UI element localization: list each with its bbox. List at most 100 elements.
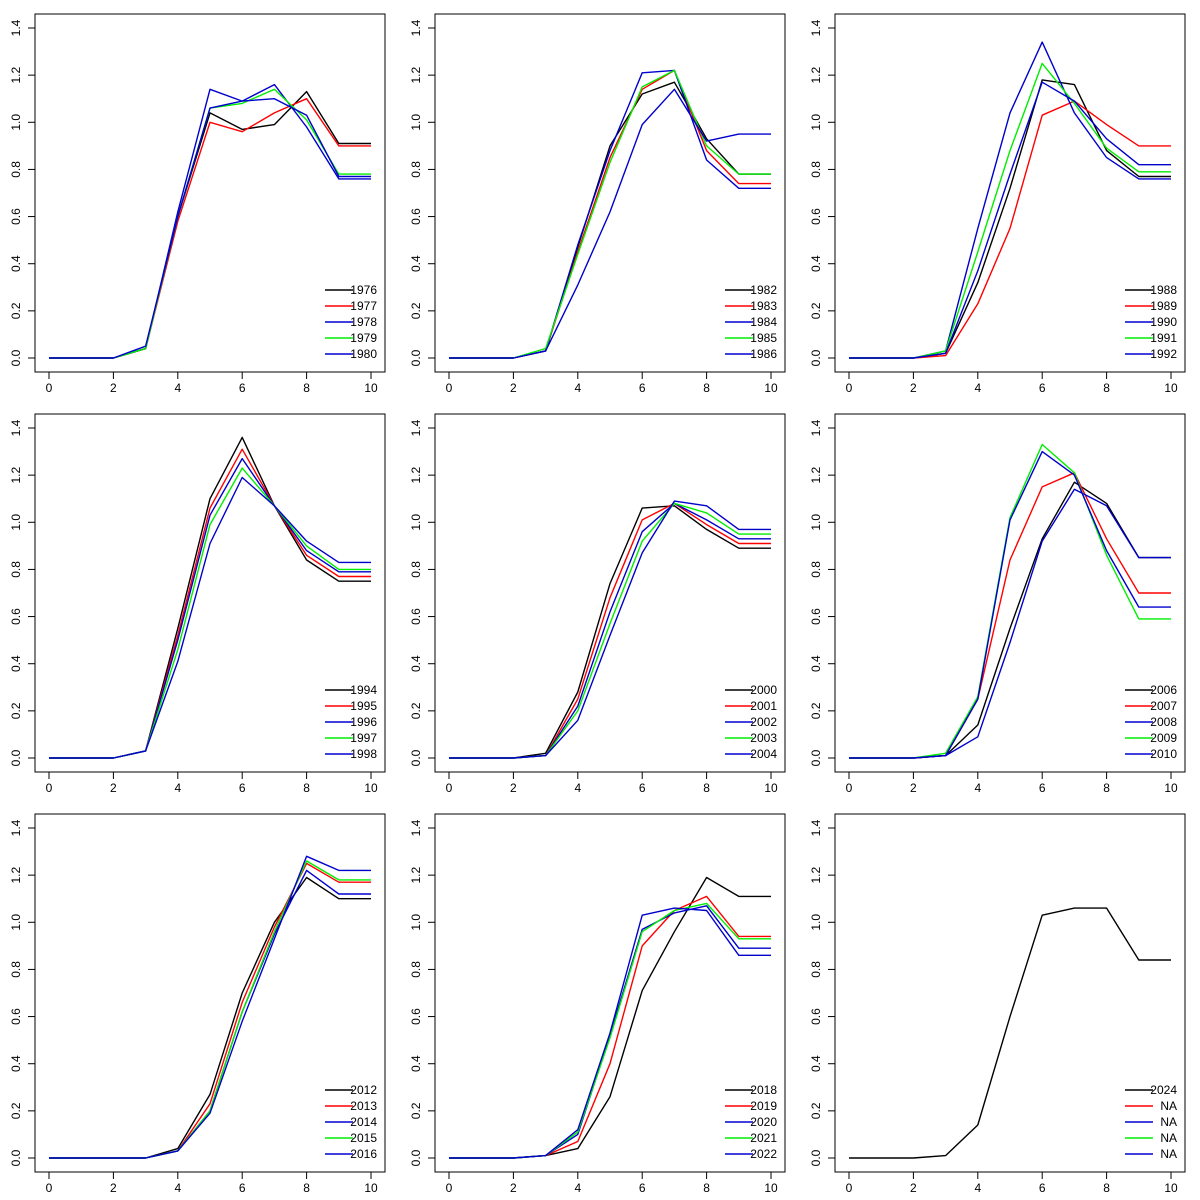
x-tick-label: 6 xyxy=(639,381,646,395)
x-tick-label: 10 xyxy=(364,381,378,395)
y-tick-label: 1.4 xyxy=(9,819,23,836)
x-tick-label: 0 xyxy=(446,381,453,395)
legend-label: 1980 xyxy=(350,347,377,361)
series-line-2 xyxy=(449,502,771,759)
y-tick-label: 1.2 xyxy=(409,466,423,483)
series-line-3 xyxy=(449,502,771,759)
legend-label: 2008 xyxy=(1150,715,1177,729)
chart-panel-3: 0 2 4 6 8 100.00.20.40.60.81.01.21.4198819891… xyxy=(809,13,1186,395)
x-tick-label: 2 xyxy=(910,781,917,795)
x-tick-label: 10 xyxy=(1164,1181,1178,1195)
chart-panel-5: 0 2 4 6 8 100.00.20.40.60.81.01.21.4200020012… xyxy=(409,413,786,795)
y-tick-label: 1.0 xyxy=(809,914,823,931)
series-line-1 xyxy=(849,79,1171,359)
y-tick-label: 1.4 xyxy=(9,419,23,436)
plot-frame xyxy=(834,13,1186,373)
x-tick-label: 6 xyxy=(239,1181,246,1195)
legend-label: 2002 xyxy=(750,715,777,729)
y-tick-label: 0.4 xyxy=(9,255,23,272)
y-tick-label: 1.0 xyxy=(9,114,23,131)
x-tick-label: 6 xyxy=(639,1181,646,1195)
plot-frame xyxy=(434,813,786,1173)
series-line-2 xyxy=(49,448,371,759)
legend-label: 2021 xyxy=(750,1131,777,1145)
series-line-4 xyxy=(49,467,371,759)
x-tick-label: 4 xyxy=(574,1181,581,1195)
y-tick-label: 0.0 xyxy=(409,749,423,766)
y-tick-label: 0.6 xyxy=(809,208,823,225)
legend: 1982 1983 1984 1985 1986 xyxy=(725,283,777,361)
legend-label: 1976 xyxy=(350,283,377,297)
y-tick-label: 1.0 xyxy=(9,514,23,531)
x-tick-label: 8 xyxy=(303,381,310,395)
legend-label: 1984 xyxy=(750,315,777,329)
chart-panel-7: 0 2 4 6 8 100.00.20.40.60.81.01.21.4201220132… xyxy=(9,813,386,1195)
legend: 1988 1989 1990 1991 1992 xyxy=(1125,283,1177,361)
y-tick-label: 0.4 xyxy=(809,255,823,272)
legend: 2012 2013 2014 2015 2016 xyxy=(325,1083,377,1161)
legend-label: 1977 xyxy=(350,299,377,313)
y-tick-label: 0.8 xyxy=(409,561,423,578)
x-tick-label: 2 xyxy=(510,1181,517,1195)
chart-panel-9: 0 2 4 6 8 10 0.0 0.2 0.4 0.6 0.8 1.0 1.2 1.4 2024 NA NA N… xyxy=(809,813,1186,1195)
legend-label: 2019 xyxy=(750,1099,777,1113)
y-tick-label: 1.2 xyxy=(9,466,23,483)
series-line-5 xyxy=(49,855,371,1159)
series-line-5 xyxy=(849,450,1171,759)
x-tick-label: 4 xyxy=(574,781,581,795)
plot-frame xyxy=(434,13,786,373)
x-tick-label: 10 xyxy=(364,1181,378,1195)
y-tick-label: 0.4 xyxy=(409,655,423,672)
series-line-5 xyxy=(49,97,371,359)
x-tick-label: 8 xyxy=(1103,381,1110,395)
y-tick-label: 0.6 xyxy=(409,208,423,225)
x-tick-label: 6 xyxy=(239,381,246,395)
y-tick-label: 1.2 xyxy=(809,466,823,483)
y-tick-label: 0.0 xyxy=(9,349,23,366)
legend-label: NA xyxy=(1160,1115,1177,1129)
legend-label: 2010 xyxy=(1150,747,1177,761)
series-line-3 xyxy=(49,869,371,1159)
y-tick-label: 0.2 xyxy=(9,702,23,719)
x-tick-label: 0 xyxy=(446,1181,453,1195)
legend-label: 1996 xyxy=(350,715,377,729)
y-tick-label: 0.4 xyxy=(9,1055,23,1072)
x-tick-label: 2 xyxy=(910,381,917,395)
plot-frame xyxy=(34,813,386,1173)
y-tick-label: 0.6 xyxy=(809,608,823,625)
y-tick-label: 0.8 xyxy=(809,161,823,178)
x-tick-label: 8 xyxy=(703,1181,710,1195)
legend-label: 2007 xyxy=(1150,699,1177,713)
series-line-1 xyxy=(849,907,1171,1159)
y-tick-label: 1.4 xyxy=(9,19,23,36)
series-line-1 xyxy=(49,90,371,359)
series-line-5 xyxy=(849,81,1171,359)
y-tick-label: 1.2 xyxy=(809,66,823,83)
series-line-5 xyxy=(449,88,771,359)
legend-label: 2000 xyxy=(750,683,777,697)
x-tick-label: 4 xyxy=(174,781,181,795)
series-line-2 xyxy=(449,69,771,359)
y-tick-label: 0.2 xyxy=(9,1102,23,1119)
x-tick-label: 8 xyxy=(303,1181,310,1195)
legend-label: 1997 xyxy=(350,731,377,745)
x-tick-label: 2 xyxy=(110,781,117,795)
y-tick-label: 1.0 xyxy=(809,114,823,131)
y-tick-label: 1.2 xyxy=(409,866,423,883)
y-tick-label: 0.8 xyxy=(9,161,23,178)
x-tick-label: 0 xyxy=(46,781,53,795)
y-tick-label: 1.0 xyxy=(9,914,23,931)
legend-label: 1986 xyxy=(750,347,777,361)
series-line-1 xyxy=(449,876,771,1159)
y-tick-label: 0.8 xyxy=(9,561,23,578)
series-line-4 xyxy=(849,62,1171,359)
legend-label: 2006 xyxy=(1150,683,1177,697)
legend-label: 1991 xyxy=(1150,331,1177,345)
y-tick-label: 0.2 xyxy=(809,1102,823,1119)
y-tick-label: 1.0 xyxy=(409,514,423,531)
y-tick-label: 0.6 xyxy=(409,608,423,625)
x-tick-label: 2 xyxy=(110,1181,117,1195)
legend-label: 1979 xyxy=(350,331,377,345)
series-line-3 xyxy=(49,457,371,759)
legend: 1976 1977 1978 1979 1980 xyxy=(325,283,377,361)
